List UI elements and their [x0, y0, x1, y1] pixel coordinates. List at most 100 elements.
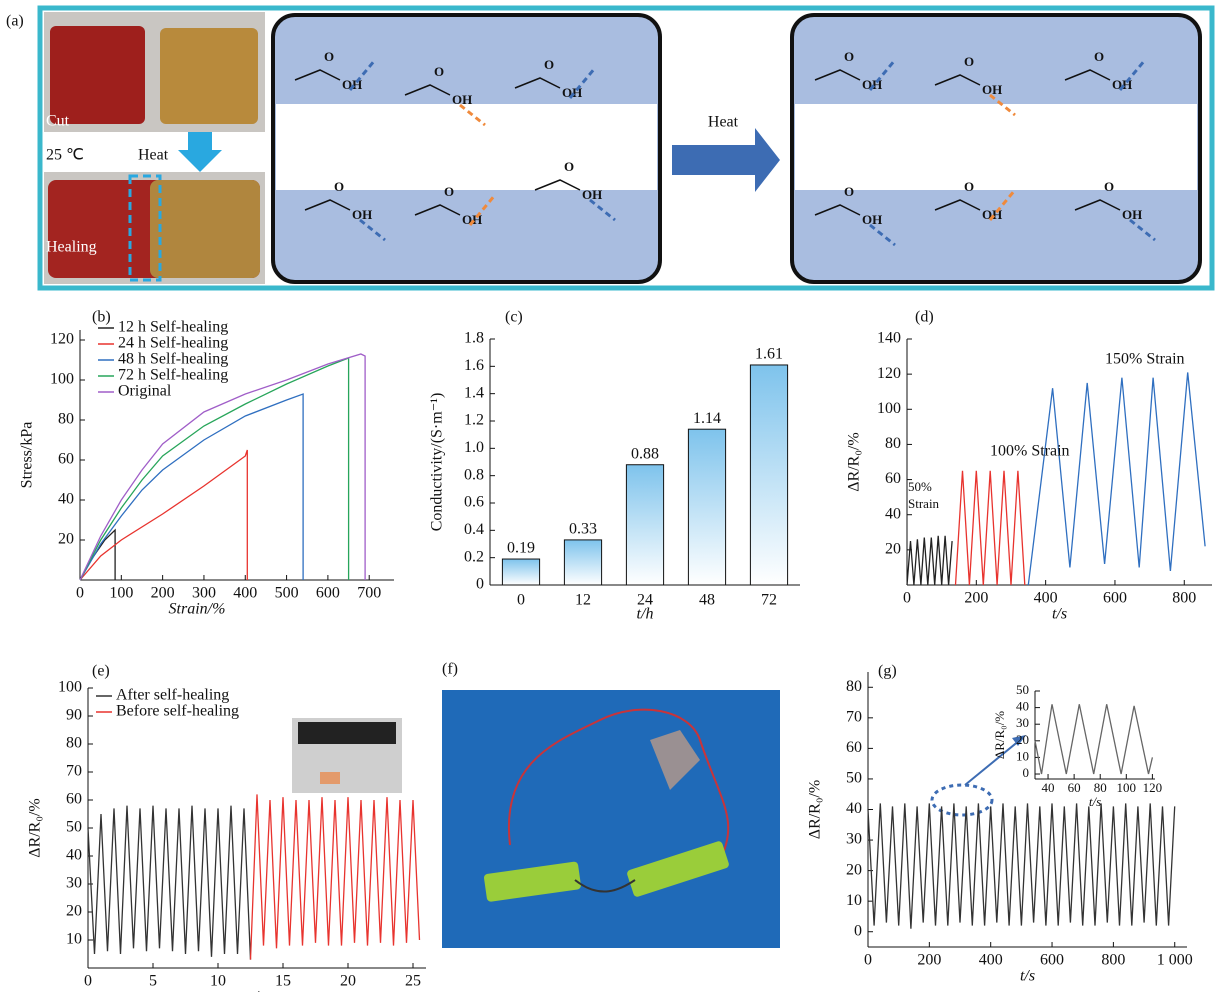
- x-tick-label: 0: [864, 952, 872, 969]
- figure: (a) Cut 25 ℃ Heat Healing Heat (f) OOHOO…: [0, 0, 1220, 992]
- series-line: [80, 530, 115, 580]
- atom-label: O: [564, 159, 574, 174]
- x-tick-label: 400: [979, 952, 1003, 969]
- x-tick-label: 60: [1068, 780, 1081, 795]
- y-tick-label: 100: [58, 679, 82, 696]
- y-axis-label: ΔR/R₀/%: [992, 711, 1007, 759]
- panel-label: (c): [505, 309, 523, 326]
- y-tick-label: 60: [58, 451, 74, 468]
- panel-label: (b): [92, 309, 111, 326]
- y-tick-label: 20: [1016, 732, 1029, 747]
- y-tick-label: 0: [1023, 765, 1030, 780]
- y-tick-label: 40: [1016, 699, 1029, 714]
- y-tick-label: 40: [66, 847, 82, 864]
- y-tick-label: 100: [50, 371, 74, 388]
- y-tick-label: 30: [66, 875, 82, 892]
- x-tick-label: 800: [1172, 590, 1196, 607]
- y-tick-label: 50: [846, 770, 862, 787]
- photo-label: 25 ℃: [46, 147, 84, 164]
- series-line: [251, 794, 420, 959]
- x-tick-label: 25: [405, 973, 421, 990]
- sample-healed-gold: [150, 180, 260, 278]
- atom-label: O: [324, 49, 334, 64]
- series-line: [956, 471, 1025, 585]
- y-tick-label: 60: [846, 739, 862, 756]
- atom-label: O: [844, 184, 854, 199]
- y-tick-label: 30: [846, 831, 862, 848]
- panel-label: (a): [6, 13, 24, 30]
- y-tick-label: 120: [877, 365, 901, 382]
- arrow-right: [672, 128, 780, 192]
- x-tick-label: 5: [149, 973, 157, 990]
- x-tick-label: 100: [109, 585, 133, 602]
- y-tick-label: 30: [1016, 715, 1029, 730]
- photo-inset: [292, 718, 402, 793]
- y-tick-label: 60: [885, 470, 901, 487]
- atom-label: O: [544, 57, 554, 72]
- annotation: 100% Strain: [990, 443, 1070, 460]
- x-axis-label: t/s: [1020, 968, 1035, 985]
- value-label: 1.14: [693, 410, 721, 427]
- x-tick-label: 48: [699, 592, 715, 609]
- y-tick-label: 50: [1016, 682, 1029, 697]
- atom-label: O: [964, 54, 974, 69]
- value-label: 0.19: [507, 540, 535, 557]
- value-label: 0.88: [631, 445, 659, 462]
- x-tick-label: 500: [275, 585, 299, 602]
- photo-label: Heat: [138, 147, 169, 164]
- x-tick-label: 24: [637, 592, 653, 609]
- annotation: 50%: [908, 479, 932, 494]
- atom-label: O: [444, 184, 454, 199]
- y-tick-label: 20: [885, 541, 901, 558]
- series-line: [868, 803, 1175, 928]
- x-tick-label: 200: [151, 585, 175, 602]
- y-tick-label: 80: [66, 735, 82, 752]
- legend-label: Original: [118, 383, 172, 400]
- y-tick-label: 0.2: [464, 548, 484, 565]
- x-tick-label: 600: [1103, 590, 1127, 607]
- y-axis-label: ΔR/R₀/%: [807, 780, 824, 839]
- atom-label: O: [334, 179, 344, 194]
- panel-label: (d): [915, 309, 934, 326]
- x-tick-label: 20: [340, 973, 356, 990]
- legend-label: 12 h Self-healing: [118, 319, 228, 336]
- series-line: [1035, 704, 1152, 774]
- legend-label: Before self-healing: [116, 703, 239, 720]
- y-tick-label: 0.8: [464, 466, 484, 483]
- x-tick-label: 0: [903, 590, 911, 607]
- x-tick-label: 1 000: [1157, 952, 1193, 969]
- x-tick-label: 0: [84, 973, 92, 990]
- atom-label: OH: [582, 187, 602, 202]
- sample-gold: [160, 28, 258, 124]
- series-line: [88, 806, 251, 960]
- y-tick-label: 80: [885, 435, 901, 452]
- y-tick-label: 20: [66, 903, 82, 920]
- atom-label: O: [434, 64, 444, 79]
- atom-label: OH: [452, 92, 472, 107]
- photo-circuit: [442, 690, 780, 948]
- atom-label: OH: [862, 212, 882, 227]
- y-tick-label: 1.8: [464, 330, 484, 347]
- bar: [750, 365, 787, 585]
- x-tick-label: 72: [761, 592, 777, 609]
- y-tick-label: 10: [1016, 748, 1029, 763]
- y-tick-label: 70: [846, 709, 862, 726]
- annotation: 150% Strain: [1105, 351, 1185, 368]
- y-tick-label: 140: [877, 330, 901, 347]
- x-axis-label: t/s: [1052, 606, 1067, 623]
- y-tick-label: 70: [66, 763, 82, 780]
- x-tick-label: 12: [575, 592, 591, 609]
- x-tick-label: 300: [192, 585, 216, 602]
- x-tick-label: 200: [964, 590, 988, 607]
- y-axis-label: Stress/kPa: [19, 422, 36, 489]
- y-tick-label: 80: [58, 411, 74, 428]
- arrow-label: Heat: [708, 114, 739, 131]
- bar: [502, 559, 539, 585]
- sample-red: [50, 26, 145, 124]
- y-tick-label: 90: [66, 707, 82, 724]
- y-tick-label: 10: [66, 931, 82, 948]
- x-tick-label: 600: [1040, 952, 1064, 969]
- x-tick-label: 700: [357, 585, 381, 602]
- y-tick-label: 20: [846, 861, 862, 878]
- legend-label: 24 h Self-healing: [118, 335, 228, 352]
